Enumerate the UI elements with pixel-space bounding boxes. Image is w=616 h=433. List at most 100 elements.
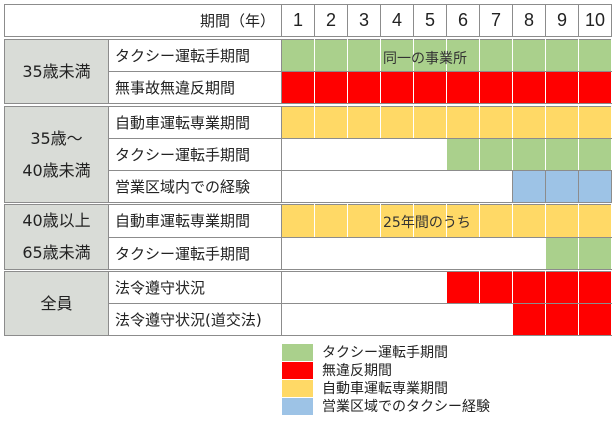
- table-row: タクシー運転手期間: [5, 138, 612, 171]
- period-cell: [446, 236, 480, 270]
- period-cell: [413, 39, 447, 72]
- period-cell: [578, 170, 612, 203]
- legend: タクシー運転手期間 無違反期間 自動車運転専業期間 営業区域でのタクシー経験: [282, 343, 490, 415]
- period-cell: [512, 204, 546, 238]
- category-label: 営業区域内での経験: [108, 170, 282, 203]
- period-cell: [512, 71, 546, 104]
- period-cell: [479, 236, 513, 270]
- period-cell: [347, 303, 381, 336]
- period-cell: [413, 303, 447, 336]
- period-cell: [380, 106, 414, 139]
- period-cell: [380, 170, 414, 203]
- year-10: 10: [578, 4, 612, 37]
- legend-item: 無違反期間: [282, 361, 490, 379]
- table-row: 営業区域内での経験: [5, 170, 612, 203]
- group-3: 全員 法令遵守状況 法令遵守状況(道交法): [4, 271, 612, 336]
- legend-swatch: [282, 361, 313, 379]
- period-cell: [380, 271, 414, 304]
- table-row: 全員 法令遵守状況: [4, 271, 612, 336]
- period-cell: [512, 138, 546, 171]
- period-cell: [578, 303, 612, 336]
- category-label: 法令遵守状況: [108, 271, 282, 304]
- period-cell: [281, 106, 315, 139]
- category-label: 法令遵守状況(道交法): [108, 303, 282, 336]
- legend-item: 自動車運転専業期間: [282, 379, 490, 397]
- period-cell: [545, 271, 579, 304]
- period-cell: [446, 271, 480, 304]
- period-cell: [314, 236, 348, 270]
- period-cell: [413, 106, 447, 139]
- period-cell: [314, 71, 348, 104]
- year-4: 4: [380, 4, 414, 37]
- period-cell: [446, 204, 480, 238]
- category-label: タクシー運転手期間: [108, 236, 282, 270]
- group-label: 35歳未満: [4, 39, 109, 104]
- group-0: 35歳未満 タクシー運転手期間 無事故無違反期間: [4, 39, 612, 104]
- period-cell: [446, 39, 480, 72]
- legend-swatch: [282, 343, 313, 361]
- period-cell: [545, 236, 579, 270]
- period-cell: [512, 303, 546, 336]
- period-cell: [281, 236, 315, 270]
- period-cell: [545, 303, 579, 336]
- period-cell: [314, 39, 348, 72]
- period-cell: [347, 170, 381, 203]
- period-cell: [512, 39, 546, 72]
- year-1: 1: [281, 4, 315, 37]
- period-cell: [347, 138, 381, 171]
- period-cell: [413, 204, 447, 238]
- period-cell: [479, 303, 513, 336]
- table-row: 40歳以上 65歳未満 自動車運転専業期間: [4, 204, 612, 270]
- period-cell: [545, 39, 579, 72]
- period-cell: [479, 39, 513, 72]
- period-cell: [281, 204, 315, 238]
- period-cell: [281, 170, 315, 203]
- period-cell: [578, 138, 612, 171]
- year-8: 8: [512, 4, 546, 37]
- period-cell: [281, 271, 315, 304]
- year-9: 9: [545, 4, 579, 37]
- period-cell: [578, 39, 612, 72]
- period-cell: [413, 71, 447, 104]
- period-cell: [545, 106, 579, 139]
- period-cell: [281, 39, 315, 72]
- period-cell: [578, 236, 612, 270]
- group-label: 40歳以上 65歳未満: [4, 204, 109, 270]
- legend-item: タクシー運転手期間: [282, 343, 490, 361]
- year-header: 期間（年） 1 2 3 4 5 6 7 8 9 10: [4, 4, 612, 37]
- period-cell: [578, 106, 612, 139]
- year-6: 6: [446, 4, 480, 37]
- group-1: 35歳～ 40歳未満 自動車運転専業期間 タクシー運転手期間 営業区域内での経験: [4, 106, 612, 203]
- period-cell: [380, 303, 414, 336]
- period-cell: [512, 271, 546, 304]
- period-cell: [347, 39, 381, 72]
- period-cell: [281, 71, 315, 104]
- category-label: 無事故無違反期間: [108, 71, 282, 104]
- group-2: 40歳以上 65歳未満 自動車運転専業期間 タクシー運転手期間: [4, 204, 612, 270]
- period-cell: [380, 39, 414, 72]
- table-row: 法令遵守状況(道交法): [5, 303, 612, 336]
- period-cell: [413, 170, 447, 203]
- period-cell: [512, 170, 546, 203]
- period-cell: [512, 106, 546, 139]
- period-cell: [281, 303, 315, 336]
- period-cell: [314, 271, 348, 304]
- period-cell: [314, 204, 348, 238]
- period-cell: [578, 204, 612, 238]
- period-cell: [512, 236, 546, 270]
- category-label: 自動車運転専業期間: [108, 106, 282, 139]
- period-cell: [380, 204, 414, 238]
- period-cell: [479, 106, 513, 139]
- period-cell: [314, 138, 348, 171]
- year-7: 7: [479, 4, 513, 37]
- period-cell: [545, 204, 579, 238]
- year-5: 5: [413, 4, 447, 37]
- period-cell: [479, 138, 513, 171]
- category-label: タクシー運転手期間: [108, 138, 282, 171]
- period-cell: [413, 236, 447, 270]
- table-row: 35歳未満 タクシー運転手期間: [4, 39, 612, 104]
- legend-swatch: [282, 397, 313, 415]
- period-cell: [446, 138, 480, 171]
- period-cell: [314, 170, 348, 203]
- period-cell: [578, 71, 612, 104]
